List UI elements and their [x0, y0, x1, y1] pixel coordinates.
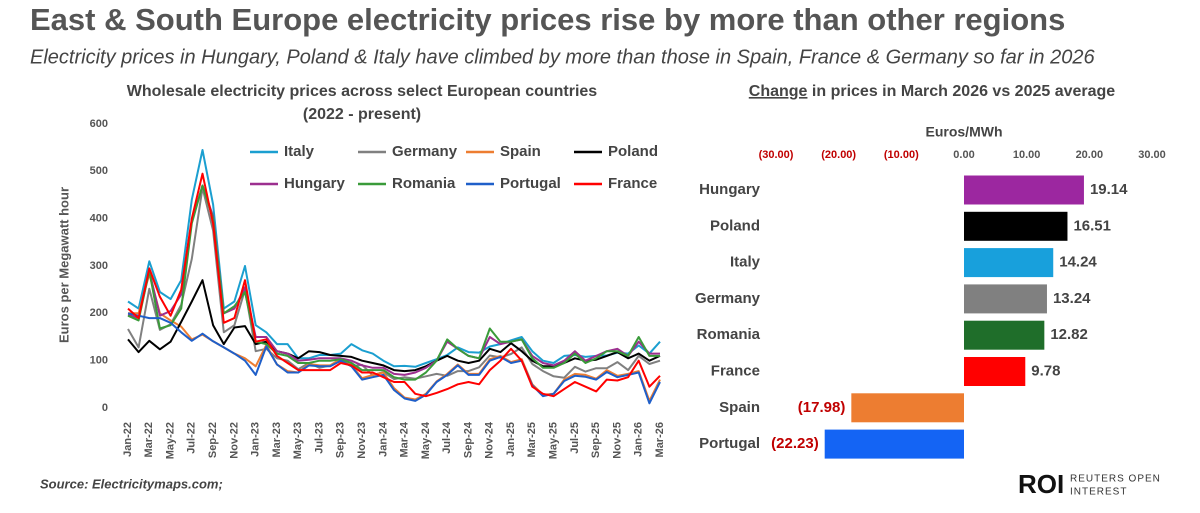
x-tick-label: Nov-22 [228, 422, 240, 459]
category-label: France [711, 362, 760, 379]
bar [964, 211, 1068, 241]
x-tick-label: May-22 [164, 422, 176, 459]
legend-label: Germany [392, 143, 458, 160]
x-tick-label: Nov-25 [611, 422, 623, 459]
page-subtitle: Electricity prices in Hungary, Poland & … [30, 46, 1095, 68]
x-tick-label: Mar-26 [654, 422, 666, 457]
y-tick-label: 600 [90, 118, 108, 130]
series-line [127, 186, 661, 381]
x-tick-label: 20.00 [1076, 149, 1104, 161]
y-tick-label: 100 [90, 355, 108, 367]
y-tick-label: 500 [90, 165, 108, 177]
x-tick-label: May-23 [292, 422, 304, 459]
bar [964, 175, 1084, 205]
x-tick-label: Nov-24 [484, 421, 496, 459]
x-tick-label: Jul-24 [441, 421, 453, 454]
category-label: Hungary [699, 181, 761, 198]
x-tick-label: Jan-22 [122, 422, 134, 457]
logo-text: INTEREST [1070, 487, 1127, 498]
x-tick-label: Sep-23 [335, 422, 347, 458]
category-label: Spain [719, 399, 760, 416]
x-tick-label: (20.00) [821, 149, 856, 161]
y-axis-label: Euros per Megawatt hour [56, 187, 71, 343]
x-tick-label: 30.00 [1138, 149, 1166, 161]
value-label: (22.23) [771, 435, 819, 452]
series-line [127, 312, 661, 405]
value-label: 12.82 [1050, 326, 1088, 343]
category-label: Germany [695, 290, 761, 307]
value-label: 19.14 [1090, 181, 1128, 198]
series-line [127, 184, 660, 376]
source: Source: Electricitymaps.com; [40, 476, 223, 491]
series-line [127, 172, 661, 398]
series-line [127, 279, 661, 373]
chart-title: (2022 - present) [303, 106, 421, 123]
x-tick-label: Nov-23 [356, 422, 368, 459]
legend-label: Spain [500, 143, 541, 160]
series-line [127, 184, 660, 381]
logo: ROI [1018, 469, 1064, 499]
x-tick-label: Jan-26 [633, 422, 645, 457]
bar [964, 357, 1026, 386]
x-tick-label: May-24 [420, 421, 432, 459]
bar [851, 393, 964, 423]
x-tick-label: Mar-25 [526, 422, 538, 457]
title-emphasis: Change [749, 83, 808, 100]
x-tick-label: Sep-22 [207, 422, 219, 458]
x-tick-label: Sep-25 [590, 422, 602, 458]
category-label: Portugal [699, 435, 760, 452]
legend-label: Italy [284, 143, 315, 160]
legend-label: Poland [608, 143, 658, 160]
value-label: 13.24 [1053, 290, 1091, 307]
y-tick-label: 200 [90, 307, 108, 319]
value-label: (17.98) [798, 399, 846, 416]
x-tick-label: 10.00 [1013, 149, 1041, 161]
value-label: 14.24 [1059, 254, 1097, 271]
y-tick-label: 0 [102, 402, 108, 414]
chart-title: Change in prices in March 2026 vs 2025 a… [749, 83, 1116, 100]
x-tick-label: 0.00 [953, 149, 974, 161]
legend-label: Romania [392, 175, 456, 192]
x-tick-label: Mar-22 [143, 422, 155, 457]
x-tick-label: Jan-24 [377, 421, 389, 457]
category-label: Romania [697, 326, 761, 343]
legend-label: France [608, 175, 657, 192]
x-tick-label: Jan-23 [250, 422, 262, 457]
x-tick-label: (30.00) [759, 149, 794, 161]
y-tick-label: 300 [90, 260, 108, 272]
x-tick-label: Jan-25 [505, 422, 517, 457]
x-tick-label: (10.00) [884, 149, 919, 161]
logo-text: REUTERS OPEN [1070, 474, 1161, 485]
x-tick-label: Jul-23 [313, 422, 325, 454]
value-label: 16.51 [1073, 217, 1111, 234]
x-tick-label: Jul-25 [569, 422, 581, 454]
bar [964, 284, 1047, 314]
x-tick-label: Mar-23 [271, 422, 283, 457]
x-tick-label: Sep-24 [462, 421, 474, 458]
legend-label: Hungary [284, 175, 346, 192]
bar [964, 248, 1054, 278]
x-tick-label: Jul-22 [186, 422, 198, 454]
category-label: Poland [710, 217, 760, 234]
x-tick-label: May-25 [548, 422, 560, 459]
x-axis-label: Euros/MWh [926, 124, 1003, 140]
x-tick-label: Mar-24 [399, 421, 411, 457]
y-tick-label: 400 [90, 213, 108, 225]
legend-label: Portugal [500, 175, 561, 192]
category-label: Italy [730, 254, 761, 271]
bar [964, 320, 1045, 350]
value-label: 9.78 [1031, 362, 1060, 379]
chart-title: Wholesale electricity prices across sele… [127, 83, 598, 100]
page-title: East & South Europe electricity prices r… [30, 2, 1065, 37]
bar [824, 429, 964, 459]
title-rest: in prices in March 2026 vs 2025 average [812, 83, 1115, 100]
